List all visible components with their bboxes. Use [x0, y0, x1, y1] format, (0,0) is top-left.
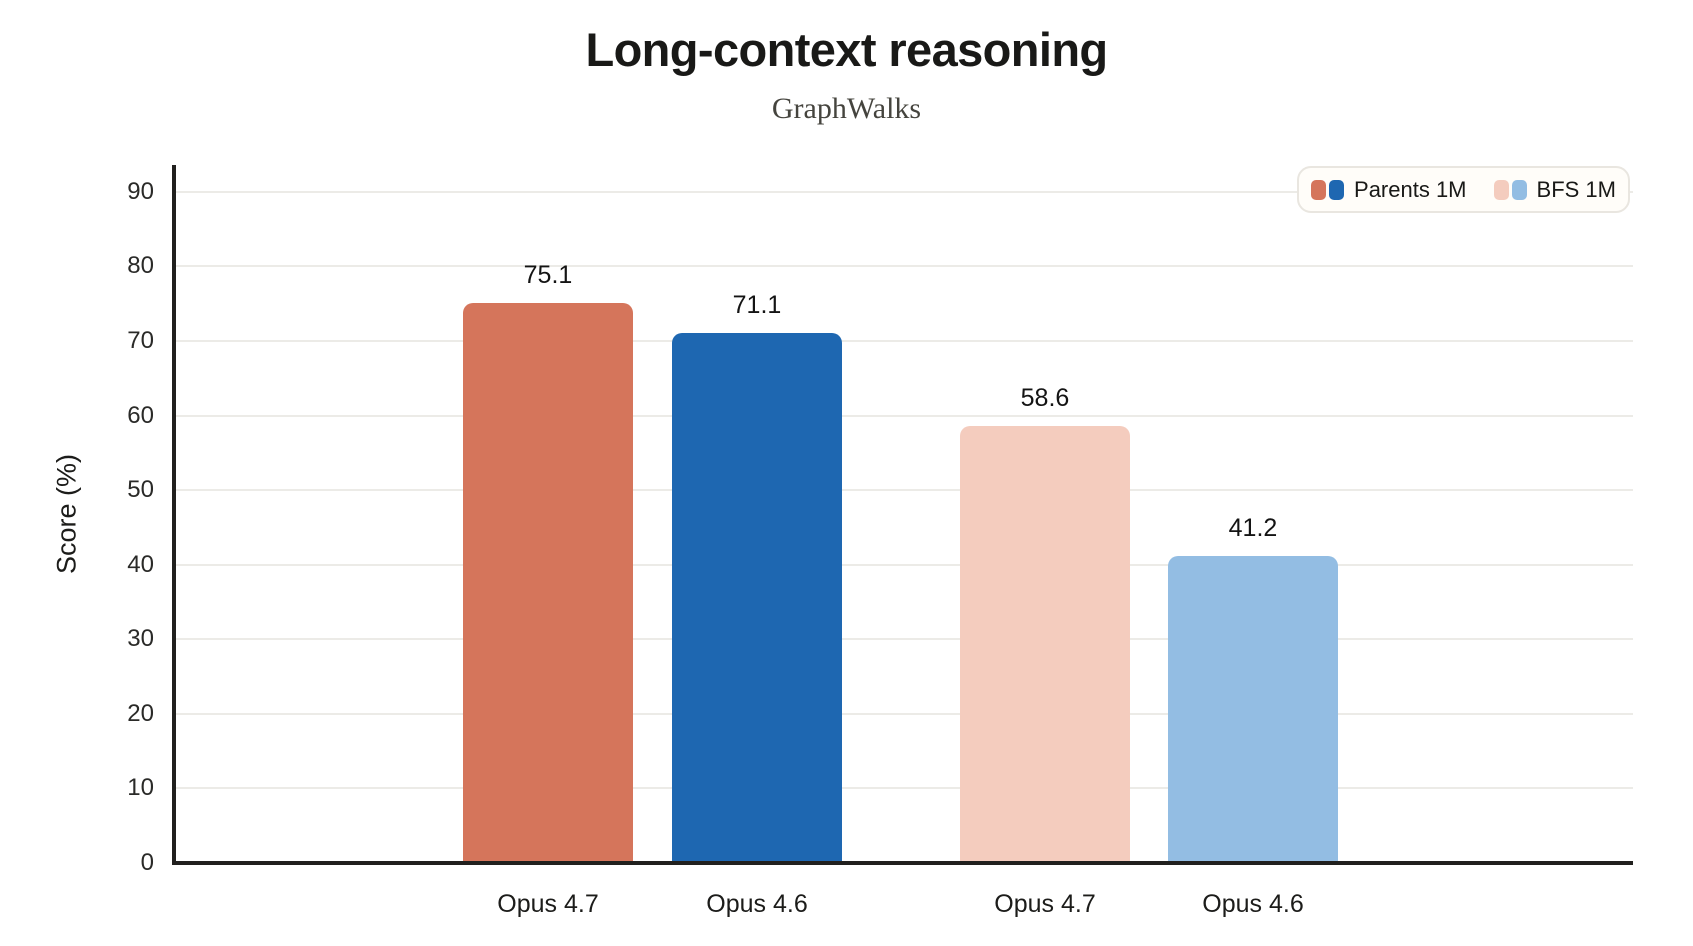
y-tick-label: 80 — [127, 252, 154, 280]
y-axis-title: Score (%) — [51, 453, 82, 575]
y-axis-line — [172, 165, 176, 865]
legend-item: Parents 1M — [1311, 177, 1467, 203]
bar — [672, 332, 842, 863]
gridline — [174, 638, 1633, 641]
gridline — [174, 712, 1633, 715]
bar-value-label: 58.6 — [1020, 384, 1070, 412]
legend-swatch-pair — [1493, 179, 1527, 200]
gridline — [174, 190, 1633, 193]
chart-title: Long-context reasoning — [585, 23, 1108, 76]
x-tick-label: Opus 4.7 — [497, 890, 599, 918]
bar — [960, 426, 1130, 863]
legend: Parents 1M BFS 1M — [1297, 166, 1630, 213]
x-tick-label: Opus 4.6 — [1202, 890, 1304, 918]
legend-swatch — [1493, 179, 1509, 200]
y-tick-label: 20 — [127, 699, 154, 727]
gridline — [174, 414, 1633, 417]
y-tick-label: 0 — [140, 849, 154, 876]
y-tick-label: 60 — [127, 401, 154, 429]
gridline — [174, 339, 1633, 342]
bar — [463, 302, 633, 863]
legend-swatch — [1329, 179, 1345, 200]
legend-item: BFS 1M — [1493, 176, 1616, 203]
gridline — [174, 489, 1633, 492]
legend-label: Parents 1M — [1354, 176, 1467, 202]
bar-value-label: 75.1 — [523, 260, 573, 289]
x-tick-label: Opus 4.7 — [994, 890, 1096, 918]
gridline — [174, 265, 1633, 268]
y-tick-label: 50 — [127, 476, 154, 504]
y-tick-label: 40 — [127, 550, 154, 578]
bar-value-label: 71.1 — [732, 290, 782, 319]
legend-swatch — [1311, 179, 1327, 200]
y-tick-label: 10 — [127, 774, 154, 802]
legend-swatch-pair — [1311, 179, 1345, 200]
y-tick-label: 70 — [127, 326, 154, 354]
bar-value-label: 41.2 — [1228, 513, 1278, 542]
gridline — [174, 787, 1633, 790]
gridline — [174, 563, 1633, 566]
chart-subtitle: GraphWalks — [771, 92, 922, 125]
x-tick-label: Opus 4.6 — [706, 890, 808, 918]
y-tick-label: 90 — [127, 177, 154, 205]
x-axis-line — [172, 861, 1633, 865]
legend-label: BFS 1M — [1536, 176, 1616, 202]
legend-swatch — [1511, 179, 1527, 200]
bar — [1168, 555, 1338, 863]
y-tick-label: 30 — [127, 625, 154, 653]
